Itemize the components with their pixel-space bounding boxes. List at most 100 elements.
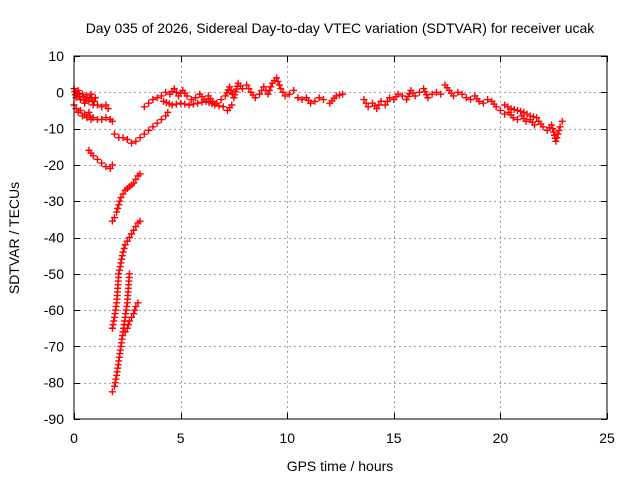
- y-tick-label: 10: [48, 48, 64, 64]
- data-point: [119, 134, 127, 142]
- data-point: [119, 190, 127, 198]
- x-tick-label: 5: [177, 430, 185, 446]
- data-point: [81, 110, 89, 118]
- data-point: [290, 86, 298, 94]
- y-tick-label: 0: [56, 84, 64, 100]
- data-point: [381, 101, 389, 109]
- data-point: [509, 114, 517, 122]
- data-point: [125, 234, 133, 241]
- data-point: [102, 101, 110, 109]
- data-point: [116, 263, 124, 271]
- data-point: [553, 134, 561, 142]
- x-tick-label: 25: [599, 430, 615, 446]
- data-point: [432, 88, 440, 96]
- data-point: [162, 112, 170, 120]
- data-point: [136, 217, 144, 225]
- data-point: [424, 94, 432, 102]
- data-point: [114, 204, 122, 212]
- data-point: [194, 99, 202, 107]
- y-tick-label: -70: [44, 338, 64, 354]
- data-point: [513, 106, 521, 114]
- data-point: [140, 130, 148, 138]
- data-point: [104, 105, 112, 113]
- data-point: [131, 306, 139, 314]
- data-point: [120, 244, 128, 252]
- data-point: [294, 94, 302, 102]
- data-point: [130, 226, 138, 234]
- data-point: [124, 321, 132, 329]
- data-point: [386, 94, 394, 102]
- data-point: [112, 375, 120, 383]
- data-point: [98, 103, 106, 111]
- data-point: [89, 152, 97, 160]
- data-point: [102, 163, 110, 171]
- data-point: [556, 123, 564, 131]
- data-point: [128, 313, 136, 321]
- data-point: [118, 255, 126, 263]
- data-point: [243, 81, 251, 89]
- data-point: [128, 230, 136, 238]
- data-point: [484, 96, 492, 104]
- data-point: [145, 99, 153, 107]
- data-point: [132, 302, 140, 310]
- y-tick-label: -80: [44, 375, 64, 391]
- data-point: [311, 97, 319, 105]
- data-point: [111, 379, 119, 387]
- data-point: [211, 101, 219, 109]
- data-point: [377, 97, 385, 105]
- data-point: [339, 90, 347, 98]
- data-point: [106, 165, 114, 173]
- data-point: [238, 85, 246, 93]
- data-point: [281, 92, 289, 100]
- y-tick-label: -60: [44, 302, 64, 318]
- data-point: [539, 123, 547, 131]
- data-point: [110, 317, 118, 325]
- x-tick-label: 10: [279, 430, 295, 446]
- data-point: [454, 88, 462, 96]
- data-point: [373, 105, 381, 113]
- data-point: [132, 223, 140, 231]
- y-axis-label: SDTVAR / TECUs: [6, 182, 22, 294]
- y-tick-label: -90: [44, 411, 64, 427]
- data-point: [119, 248, 127, 256]
- data-point: [164, 108, 172, 116]
- data-point: [157, 116, 165, 124]
- data-point: [513, 116, 521, 124]
- data-point: [153, 94, 161, 102]
- y-tick-label: -40: [44, 230, 64, 246]
- data-point: [125, 317, 133, 325]
- data-point: [375, 101, 383, 109]
- data-point: [132, 175, 140, 183]
- data-point: [187, 96, 195, 104]
- data-point: [552, 137, 560, 145]
- data-point: [115, 270, 123, 278]
- data-point: [102, 114, 110, 122]
- data-point: [507, 105, 515, 113]
- data-point: [411, 92, 419, 100]
- data-point: [115, 201, 123, 209]
- data-point: [162, 88, 170, 96]
- data-point: [548, 121, 556, 129]
- data-point: [185, 101, 193, 109]
- y-tick-label: -10: [44, 121, 64, 137]
- data-point: [192, 94, 200, 102]
- data-point: [227, 86, 235, 94]
- plot-frame: [73, 55, 608, 420]
- data-point: [149, 96, 157, 104]
- data-point: [108, 217, 116, 225]
- data-point: [260, 83, 268, 91]
- data-point: [123, 324, 131, 332]
- data-point: [275, 81, 283, 89]
- data-point: [89, 114, 97, 122]
- data-point: [140, 103, 148, 111]
- data-point: [479, 99, 487, 107]
- data-point: [279, 88, 287, 96]
- data-point: [170, 85, 178, 93]
- data-point: [111, 130, 119, 138]
- data-point: [87, 90, 95, 98]
- data-point: [458, 90, 466, 98]
- data-point: [255, 90, 263, 98]
- data-point: [319, 96, 327, 104]
- data-point: [360, 96, 368, 104]
